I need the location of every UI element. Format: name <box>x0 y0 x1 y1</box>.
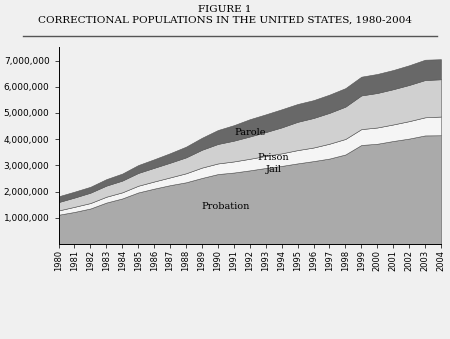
Text: FIGURE 1: FIGURE 1 <box>198 5 252 14</box>
Text: Probation: Probation <box>202 202 250 211</box>
Text: CORRECTIONAL POPULATIONS IN THE UNITED STATES, 1980-2004: CORRECTIONAL POPULATIONS IN THE UNITED S… <box>38 15 412 24</box>
Text: Jail: Jail <box>266 165 282 174</box>
Text: Prison: Prison <box>258 153 289 162</box>
Text: Parole: Parole <box>234 128 266 137</box>
